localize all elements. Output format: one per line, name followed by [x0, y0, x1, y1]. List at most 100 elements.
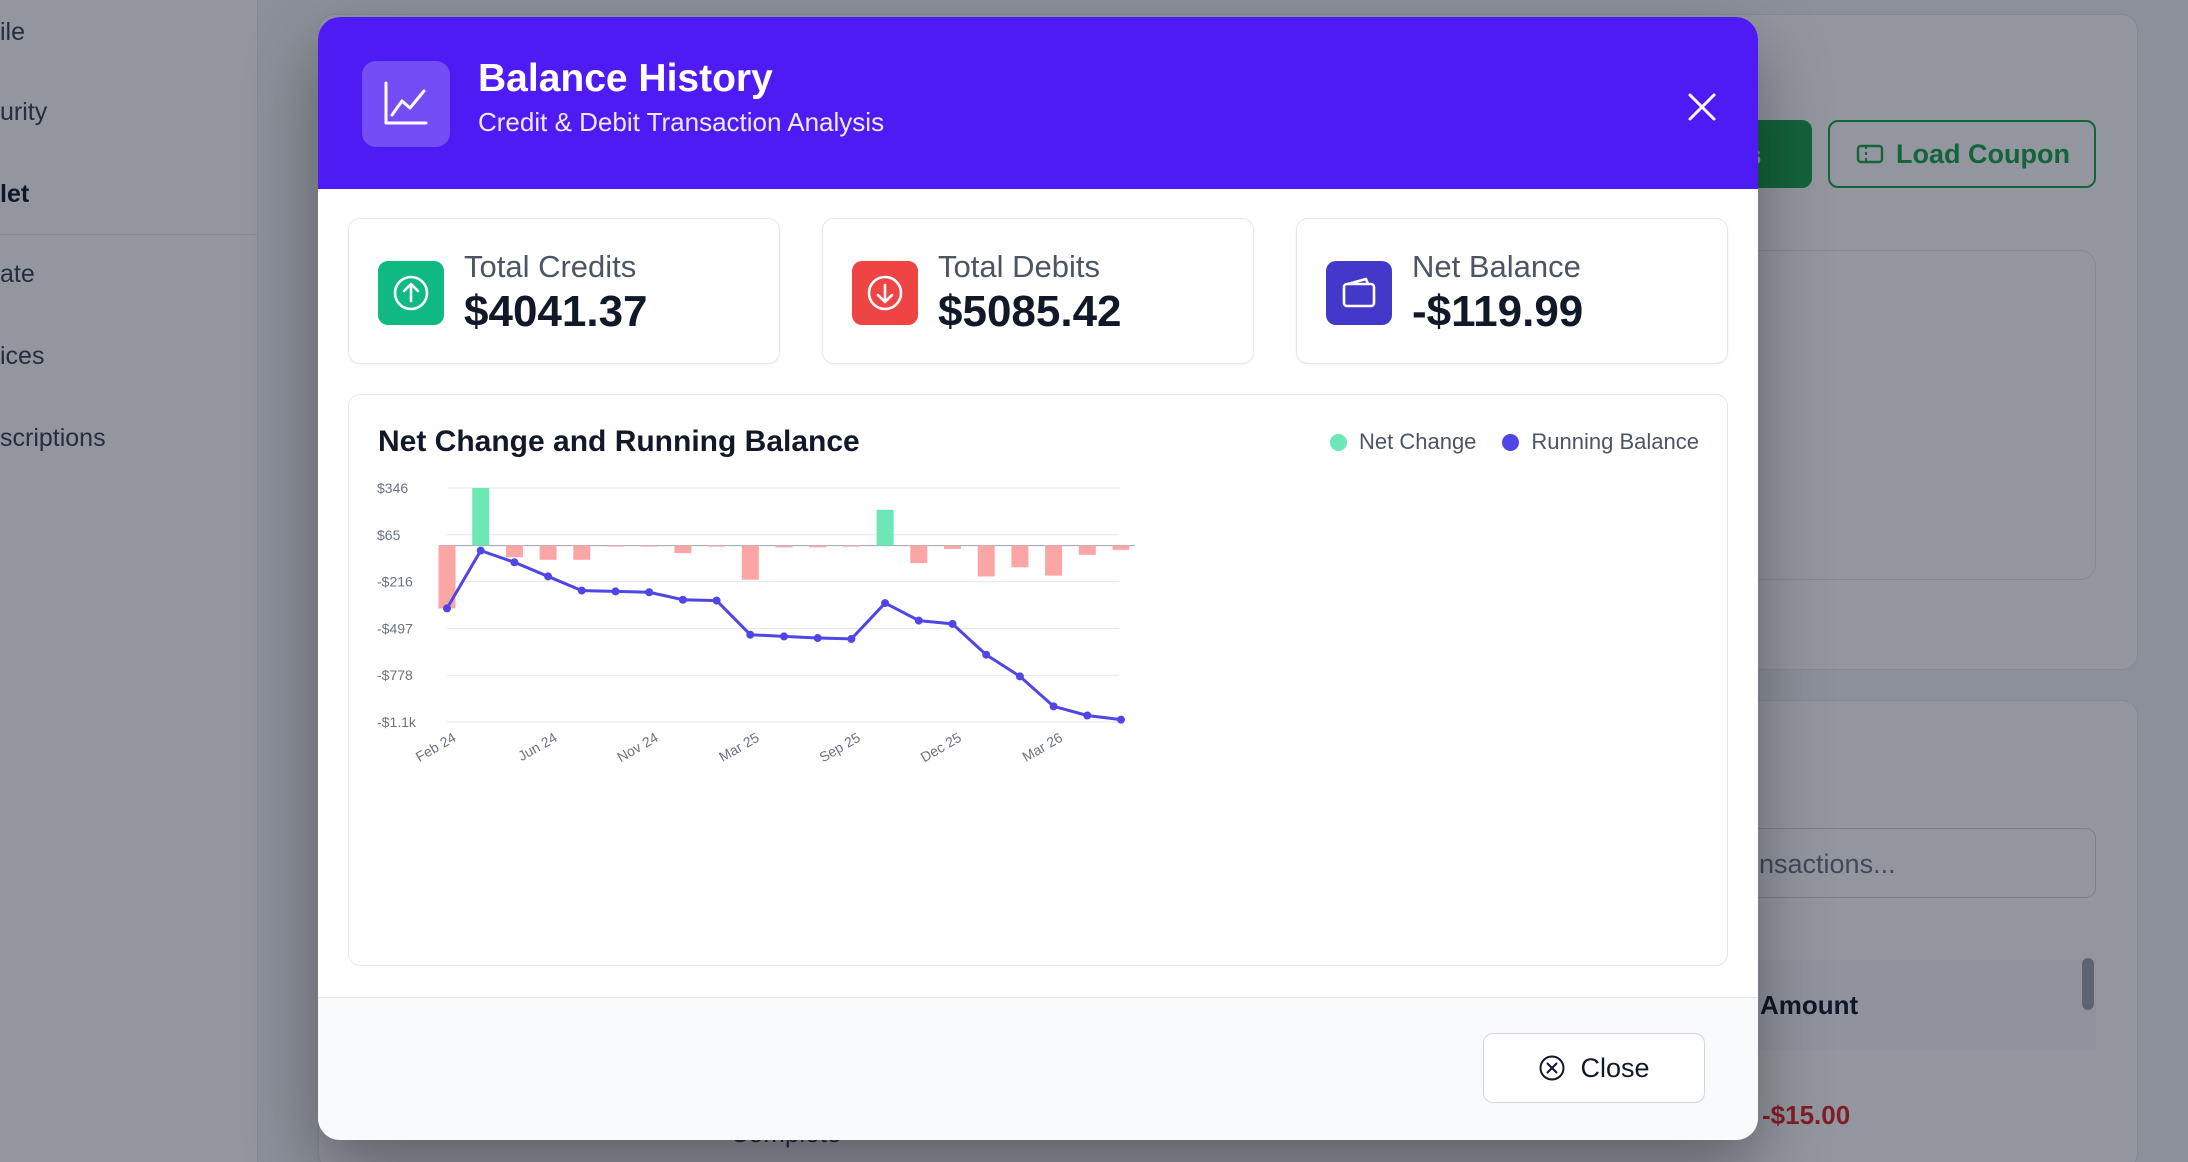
net-change-bar	[809, 545, 827, 548]
chart-card: $346 $65 -$216 -$497 -$778 -$1.1k Feb 24 Jun 24…	[348, 394, 1728, 966]
sidebar-item-affiliate[interactable]: ate	[0, 260, 35, 288]
close-circle-icon	[1539, 1055, 1565, 1081]
legend-dot-running-balance	[1502, 433, 1520, 451]
sidebar-item-profile[interactable]: ile	[0, 18, 26, 46]
running-balance-point	[712, 596, 721, 605]
net-change-bar	[674, 545, 692, 554]
load-coupon-label: Load Coupon	[1896, 138, 2070, 169]
running-balance-point	[881, 599, 890, 608]
net-change-bar	[1011, 545, 1029, 568]
running-balance-point	[611, 587, 620, 596]
running-balance-point	[847, 634, 856, 643]
net-change-bar	[438, 545, 456, 609]
modal-title: Balance History	[478, 57, 773, 100]
y-tick-label: $65	[377, 527, 401, 543]
total-credits-label: Total Credits	[464, 249, 637, 284]
running-balance-point	[780, 632, 788, 641]
running-balance-point	[443, 604, 451, 613]
sidebar-item-invoices[interactable]: ices	[0, 342, 45, 370]
chart-title: Net Change and Running Balance	[378, 425, 860, 458]
running-balance-point	[813, 634, 822, 643]
running-balance-point	[746, 630, 755, 639]
net-balance-value: -$119.99	[1412, 287, 1584, 336]
sidebar-item-security[interactable]: urity	[0, 98, 48, 126]
net-change-bar	[775, 545, 793, 548]
total-debits-label: Total Debits	[938, 249, 1100, 284]
running-balance-point	[476, 546, 485, 555]
net-change-bar	[1045, 545, 1063, 576]
running-balance-point	[678, 595, 687, 604]
running-balance-point	[948, 619, 957, 628]
running-balance-point	[577, 586, 586, 595]
net-change-bar	[842, 545, 860, 547]
net-change-bar	[505, 545, 523, 558]
legend-item-running-balance[interactable]: Running Balance	[1502, 429, 1699, 455]
net-balance-label: Net Balance	[1412, 249, 1581, 284]
net-change-bar	[1078, 545, 1096, 555]
net-balance-card: Net Balance -$119.99	[1296, 218, 1728, 364]
x-tick-label: Feb 24	[413, 729, 459, 765]
table-header-amount: Amount	[1700, 960, 2096, 1050]
y-tick-label: -$497	[377, 620, 413, 636]
balance-history-modal: Balance History Credit & Debit Transacti…	[318, 17, 1758, 1140]
sidebar-divider	[0, 234, 258, 235]
running-balance-point	[914, 616, 923, 625]
net-change-bar	[977, 545, 995, 577]
ticket-icon	[1856, 144, 1884, 164]
x-tick-label: Sep 25	[816, 729, 863, 765]
y-tick-label: -$778	[377, 667, 413, 683]
transaction-amount: -$15.00	[1762, 1100, 1851, 1130]
line-chart-icon	[362, 61, 450, 147]
legend-dot-net-change	[1330, 433, 1347, 451]
running-balance-point	[1049, 702, 1058, 711]
legend-label-running-balance: Running Balance	[1531, 429, 1699, 454]
total-debits-value: $5085.42	[938, 287, 1122, 336]
net-change-bar	[708, 545, 726, 547]
running-balance-point	[982, 650, 991, 659]
modal-subtitle: Credit & Debit Transaction Analysis	[478, 107, 885, 137]
running-balance-point	[1015, 672, 1024, 681]
x-tick-label: Jun 24	[515, 729, 560, 764]
running-balance-point	[645, 588, 654, 597]
legend-label-net-change: Net Change	[1359, 429, 1477, 454]
total-credits-value: $4041.37	[464, 287, 648, 336]
sidebar: ile urity let ate ices scriptions	[0, 0, 258, 1162]
sidebar-item-wallet[interactable]: let	[0, 180, 30, 208]
total-debits-card: Total Debits $5085.42	[822, 218, 1254, 364]
total-credits-card: Total Credits $4041.37	[348, 218, 780, 364]
net-change-bar	[640, 545, 658, 547]
close-button[interactable]: Close	[1483, 1033, 1705, 1103]
wallet-inner-card	[1700, 250, 2096, 580]
running-balance-point	[1083, 711, 1092, 720]
net-change-bar	[539, 545, 557, 560]
x-tick-label: Nov 24	[614, 729, 661, 765]
y-tick-label: -$1.1k	[377, 714, 417, 730]
net-change-bar	[876, 509, 894, 546]
table-scrollbar[interactable]	[2082, 958, 2094, 1010]
wallet-icon	[1326, 261, 1392, 325]
net-change-bar	[573, 545, 591, 560]
x-tick-label: Mar 26	[1019, 729, 1065, 765]
x-tick-label: Mar 25	[716, 729, 762, 765]
arrow-up-circle-icon	[378, 261, 444, 325]
net-change-bar	[741, 545, 759, 580]
sidebar-item-subscriptions[interactable]: scriptions	[0, 424, 106, 452]
legend-item-net-change[interactable]: Net Change	[1330, 429, 1476, 455]
net-change-bar	[910, 545, 928, 564]
close-icon[interactable]	[1684, 89, 1720, 125]
running-balance-point	[544, 572, 553, 581]
running-balance-point	[510, 558, 519, 567]
modal-footer: Close	[318, 997, 1758, 1140]
load-coupon-button[interactable]: Load Coupon	[1828, 120, 2096, 188]
transactions-search-input[interactable]: nsactions...	[1700, 828, 2096, 898]
close-button-label: Close	[1580, 1052, 1650, 1083]
chart-legend: Net Change Running Balance	[1330, 429, 1699, 455]
net-change-bar	[607, 545, 624, 547]
net-change-bar	[1112, 545, 1130, 550]
modal-header: Balance History Credit & Debit Transacti…	[318, 17, 1758, 189]
y-tick-label: -$216	[377, 574, 413, 590]
arrow-down-circle-icon	[852, 261, 918, 325]
x-tick-label: Dec 25	[918, 729, 965, 765]
net-change-bar	[944, 545, 961, 549]
